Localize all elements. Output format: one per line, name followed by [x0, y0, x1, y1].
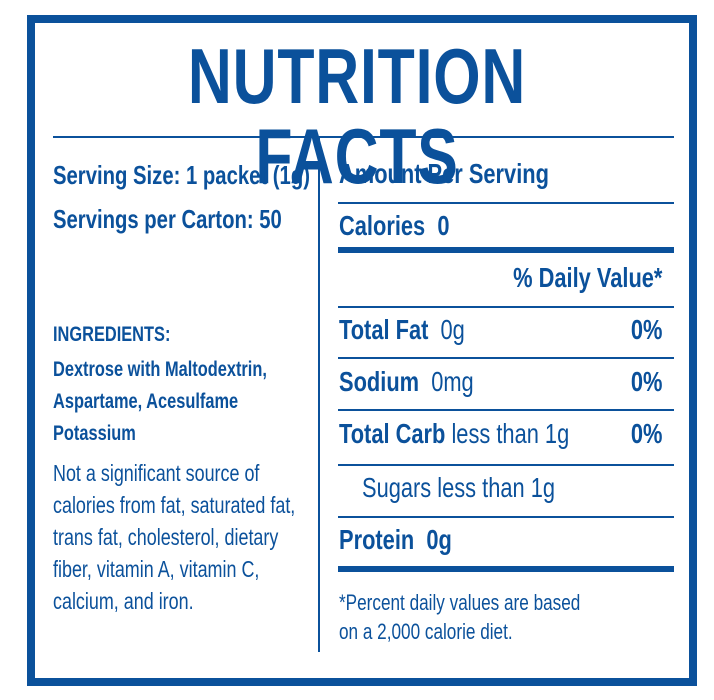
ingredients-line: Potassium: [53, 422, 136, 445]
servings-per-carton: Servings per Carton: 50: [53, 204, 282, 234]
calories-label: Calories: [339, 210, 426, 241]
nutrient-amount: 0g: [426, 524, 452, 555]
disclaimer-line: calcium, and iron.: [53, 588, 194, 614]
nutrient-row-total-carb: Total Carb less than 1g: [339, 418, 569, 450]
page-title: NUTRITION FACTS: [187, 32, 527, 200]
label-border: [27, 15, 697, 686]
nutrient-row-protein: Protein 0g: [339, 524, 452, 556]
nutrient-name: Protein: [339, 524, 415, 555]
disclaimer-line: calories from fat, saturated fat,: [53, 492, 296, 518]
nutrient-amount: less than 1g: [451, 418, 570, 449]
calories-value: 0: [437, 210, 450, 241]
column-divider: [318, 137, 320, 652]
rule: [338, 306, 674, 308]
nutrient-name: Sodium: [339, 366, 420, 397]
disclaimer-line: trans fat, cholesterol, dietary: [53, 524, 279, 550]
footnote-line: on a 2,000 calorie diet.: [339, 619, 513, 644]
nutrient-amount: 0mg: [431, 366, 474, 397]
nutrient-dv: 0%: [630, 418, 662, 449]
nutrient-row-total-fat: Total Fat 0g: [339, 314, 465, 346]
ingredients-heading: INGREDIENTS:: [53, 323, 171, 346]
ingredients-line: Dextrose with Maltodextrin,: [53, 358, 267, 381]
rule: [338, 409, 674, 411]
thick-rule: [338, 566, 674, 572]
thick-rule: [338, 247, 674, 253]
nutrient-amount: 0g: [440, 314, 465, 345]
serving-size: Serving Size: 1 packet (1g): [53, 160, 310, 190]
nutrient-name: Total Carb: [339, 418, 446, 449]
rule: [338, 357, 674, 359]
rule: [338, 464, 674, 466]
nutrient-row-sodium: Sodium 0mg: [339, 366, 474, 398]
rule: [338, 202, 674, 204]
nutrient-row-sugars: Sugars less than 1g: [362, 472, 556, 503]
calories-row: Calories 0: [339, 210, 449, 242]
nutrient-name: Total Fat: [339, 314, 429, 345]
rule: [338, 516, 674, 518]
disclaimer-line: fiber, vitamin A, vitamin C,: [53, 556, 260, 582]
amount-per-serving: Amount Per Serving: [339, 158, 549, 189]
footnote-line: *Percent daily values are based: [339, 590, 581, 615]
ingredients-line: Aspartame, Acesulfame: [53, 390, 239, 413]
top-divider: [53, 136, 674, 138]
nutrient-dv: 0%: [630, 314, 662, 345]
daily-value-header: % Daily Value*: [512, 262, 662, 293]
disclaimer-line: Not a significant source of: [53, 460, 260, 486]
nutrient-dv: 0%: [630, 366, 662, 397]
